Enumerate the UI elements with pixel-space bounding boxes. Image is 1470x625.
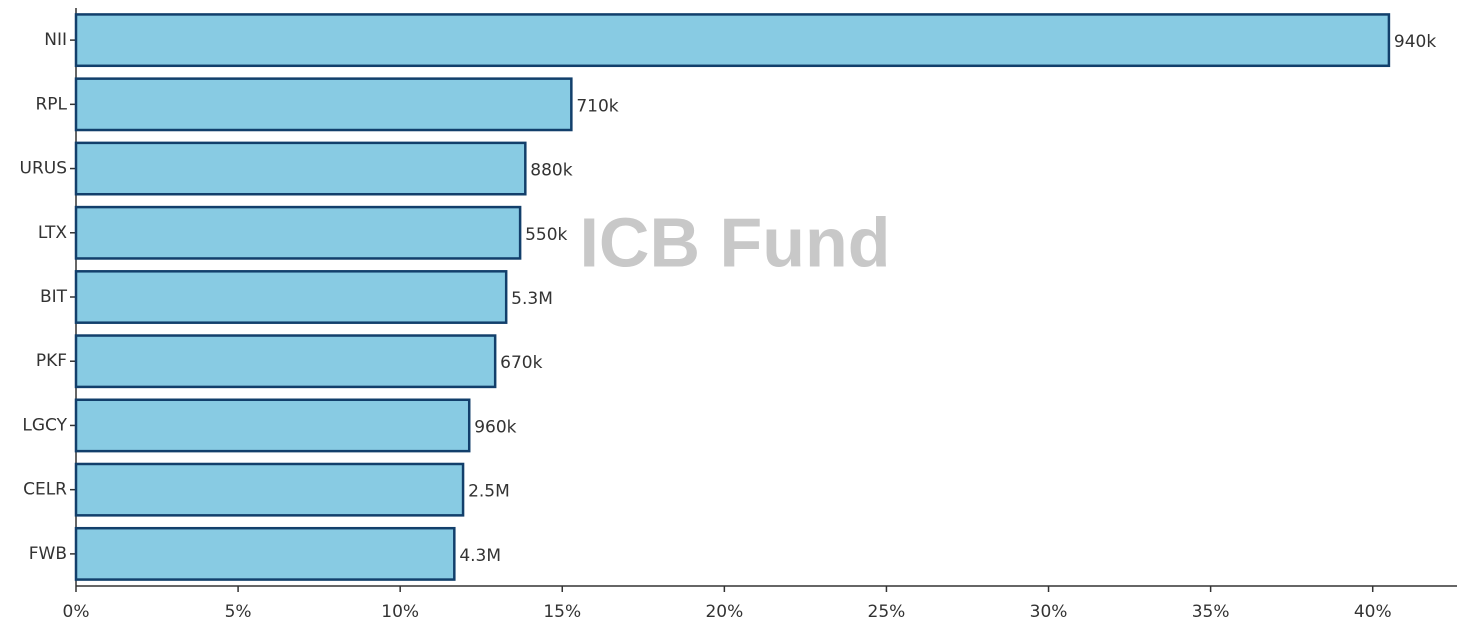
watermark: ICB Fund <box>579 203 890 281</box>
bar <box>74 270 508 324</box>
y-tick-label: PKF <box>36 351 67 371</box>
bar-label: 550k <box>525 225 567 245</box>
x-tick-label: 35% <box>1192 602 1230 622</box>
y-tick-label: NII <box>44 30 67 50</box>
bar-label: 670k <box>500 353 542 373</box>
x-tick-label: 10% <box>381 602 419 622</box>
bar-label: 2.5M <box>468 482 510 502</box>
y-tick-label: FWB <box>29 544 67 564</box>
x-tick-label: 5% <box>225 602 252 622</box>
x-tick-label: 40% <box>1354 602 1392 622</box>
bar-label: 960k <box>474 417 516 437</box>
bar <box>74 462 465 517</box>
y-tick-label: BIT <box>40 287 68 307</box>
bar-label: 710k <box>576 96 618 116</box>
bar <box>74 398 471 453</box>
bar-label: 880k <box>530 161 572 181</box>
bar <box>74 141 527 196</box>
y-tick-label: RPL <box>35 94 67 114</box>
x-tick-label: 20% <box>705 602 743 622</box>
bar <box>74 13 1391 68</box>
bar <box>74 77 573 132</box>
y-tick-label: CELR <box>23 480 67 500</box>
bar <box>74 205 522 260</box>
bar-label: 5.3M <box>511 289 553 309</box>
bar <box>74 526 456 581</box>
bar-label: 4.3M <box>459 546 501 566</box>
x-tick-label: 30% <box>1030 602 1068 622</box>
y-tick-label: LGCY <box>22 415 67 435</box>
bar-label: 940k <box>1394 32 1436 52</box>
x-tick-label: 15% <box>543 602 581 622</box>
bar <box>74 334 497 389</box>
y-tick-label: URUS <box>20 159 68 179</box>
x-tick-label: 0% <box>63 602 90 622</box>
x-tick-label: 25% <box>868 602 906 622</box>
y-tick-label: LTX <box>38 223 68 243</box>
